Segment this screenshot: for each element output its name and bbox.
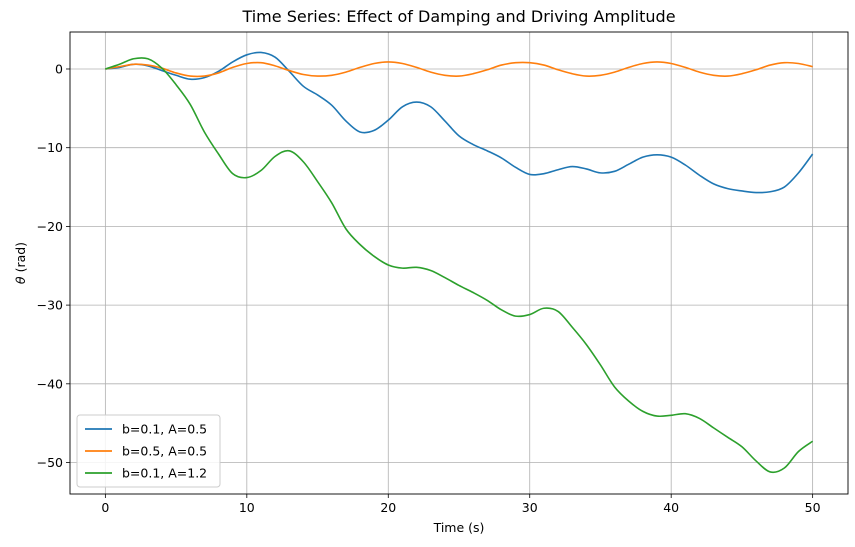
y-tick-label: −40 <box>37 376 63 391</box>
series-line-1 <box>105 51 814 194</box>
x-tick-label: 50 <box>805 500 821 515</box>
x-tick-label: 10 <box>239 500 255 515</box>
legend-box <box>76 414 221 488</box>
series-line-3 <box>105 57 814 474</box>
plot-lines <box>105 51 814 474</box>
plot-frame <box>69 31 849 495</box>
axis-ticks: 0 10 20 30 40 50 0 −10 −20 −30 −40 −50 <box>37 61 821 515</box>
x-tick-label: 0 <box>101 500 109 515</box>
x-tick-label: 30 <box>522 500 538 515</box>
legend-label: b=0.5, A=0.5 <box>122 444 207 459</box>
y-tick-label: −50 <box>37 455 63 470</box>
y-axis-label: θ (rad) <box>13 242 28 284</box>
y-tick-label: 0 <box>55 61 63 76</box>
x-axis-label: Time (s) <box>433 520 485 535</box>
y-tick-label: −30 <box>37 298 63 313</box>
y-axis-symbol: θ <box>13 276 28 284</box>
legend-label: b=0.1, A=0.5 <box>122 422 207 437</box>
legend-label: b=0.1, A=1.2 <box>122 466 207 481</box>
y-tick-label: −20 <box>37 219 63 234</box>
legend: b=0.1, A=0.5 b=0.5, A=0.5 b=0.1, A=1.2 <box>76 414 221 488</box>
y-axis-unit: (rad) <box>13 242 28 276</box>
chart-title: Time Series: Effect of Damping and Drivi… <box>241 7 675 26</box>
y-tick-label: −10 <box>37 140 63 155</box>
x-tick-label: 40 <box>663 500 679 515</box>
x-tick-label: 20 <box>380 500 396 515</box>
series-line-2 <box>105 61 813 78</box>
